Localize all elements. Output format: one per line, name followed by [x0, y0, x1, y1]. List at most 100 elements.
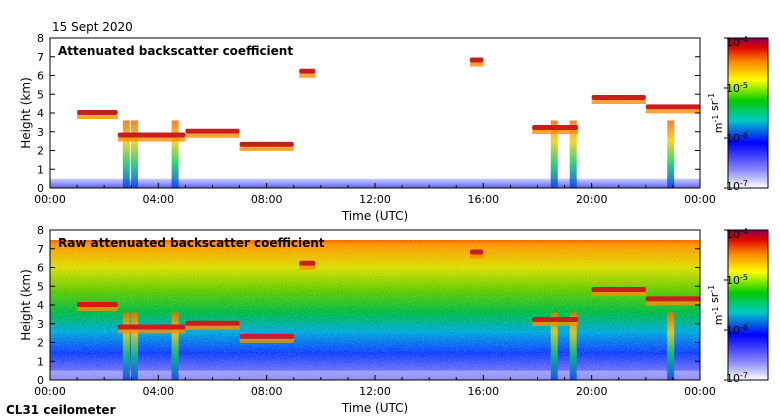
precipitation-shaft [130, 312, 138, 380]
cloud-layer-edge [77, 115, 118, 119]
y-tick-label: 7 [37, 51, 44, 64]
cloud-layer [77, 110, 118, 115]
x-tick-label: 08:00 [251, 193, 283, 206]
y-axis-label: Height (km) [19, 269, 33, 340]
colorbar-units: m-1 sr-1 [707, 93, 725, 133]
colorbar-tick-label: 10-5 [726, 81, 748, 95]
colorbar [727, 229, 769, 381]
precipitation-shaft [550, 312, 558, 380]
cloud-layer [591, 95, 646, 100]
precipitation-shaft [122, 312, 130, 380]
x-tick-label: 20:00 [576, 385, 608, 398]
cloud-layer [77, 302, 118, 307]
date-label: 15 Sept 2020 [52, 20, 133, 34]
precipitation-shaft [569, 120, 577, 188]
cloud-layer [117, 132, 186, 138]
cloud-layer [645, 296, 700, 302]
precipitation-shaft [122, 120, 130, 188]
x-tick-label: 20:00 [576, 193, 608, 206]
colorbar-tick-label: 10-4 [726, 35, 748, 49]
cloud-layer [239, 141, 294, 147]
y-tick-label: 2 [37, 337, 44, 350]
cloud-layer [532, 125, 579, 130]
colorbar [727, 37, 769, 189]
y-tick-label: 5 [37, 280, 44, 293]
cloud-layer-edge [77, 307, 118, 311]
precipitation-shaft [171, 120, 179, 188]
panel-title: Attenuated backscatter coefficient [58, 44, 293, 58]
noise-speckle [50, 230, 700, 380]
y-tick-label: 1 [37, 355, 44, 368]
x-tick-label: 04:00 [142, 193, 174, 206]
precipitation-shaft [550, 120, 558, 188]
instrument-label: CL31 ceilometer [6, 403, 116, 417]
top-panel: Attenuated backscatter coefficient 0 1 2 3 4 5… [19, 32, 769, 223]
y-tick-label: 3 [37, 318, 44, 331]
cloud-layer [591, 287, 646, 292]
colorbar-tick-label: 10-4 [726, 227, 748, 241]
colorbar-tick-label: 10-6 [726, 131, 748, 145]
x-axis-label: Time (UTC) [341, 209, 408, 223]
cloud-layer-edge [532, 130, 579, 134]
x-tick-label: 08:00 [251, 385, 283, 398]
y-tick-label: 6 [37, 70, 44, 83]
cloud-layer-edge [532, 322, 579, 326]
x-tick-label: 00:00 [34, 193, 66, 206]
cloud-layer [299, 68, 316, 74]
x-axis-label: Time (UTC) [341, 401, 408, 415]
cloud-layer [469, 57, 484, 63]
cloud-layer-edge [239, 338, 294, 343]
cloud-layer-edge [117, 329, 186, 334]
cloud-layer-edge [299, 265, 316, 270]
y-tick-label: 8 [37, 32, 44, 45]
y-tick-label: 0 [37, 374, 44, 387]
y-tick-label: 1 [37, 163, 44, 176]
cloud-layer [185, 128, 240, 134]
cloud-layer-edge [645, 301, 700, 306]
cloud-layer [532, 317, 579, 322]
y-tick-label: 2 [37, 145, 44, 158]
cloud-layer [469, 249, 484, 255]
x-tick-label: 12:00 [359, 385, 391, 398]
precipitation-shaft [130, 120, 138, 188]
cloud-layer [299, 260, 316, 266]
y-tick-label: 4 [37, 107, 44, 120]
precipitation-shaft [667, 120, 675, 188]
x-tick-label: 00:00 [684, 385, 716, 398]
y-tick-label: 5 [37, 88, 44, 101]
y-tick-label: 4 [37, 299, 44, 312]
colorbar-units: m-1 sr-1 [707, 285, 725, 325]
y-tick-label: 6 [37, 262, 44, 275]
precipitation-shaft [171, 312, 179, 380]
y-tick-label: 3 [37, 126, 44, 139]
plot-background [50, 38, 700, 188]
x-tick-label: 12:00 [359, 193, 391, 206]
colorbar-tick-label: 10-7 [726, 371, 748, 385]
colorbar-tick-label: 10-5 [726, 273, 748, 287]
x-tick-label: 00:00 [34, 385, 66, 398]
cloud-layer-edge [239, 146, 294, 151]
x-tick-label: 16:00 [467, 385, 499, 398]
cloud-layer [117, 324, 186, 330]
cloud-layer-edge [645, 109, 700, 114]
cloud-layer [239, 333, 294, 339]
precipitation-shaft [569, 312, 577, 380]
cloud-layer-edge [591, 100, 646, 104]
colorbar-tick-label: 10-6 [726, 323, 748, 337]
panel-title: Raw attenuated backscatter coefficient [58, 236, 325, 250]
cloud-layer-edge [185, 325, 240, 330]
cloud-layer-edge [469, 254, 484, 259]
cloud-layer-edge [185, 133, 240, 138]
cloud-layer [185, 320, 240, 326]
top-blank-band [50, 230, 700, 240]
y-tick-label: 7 [37, 243, 44, 256]
y-tick-label: 8 [37, 224, 44, 237]
colorbar-tick-label: 10-7 [726, 179, 748, 193]
cloud-layer-edge [117, 137, 186, 142]
cloud-layer-edge [469, 62, 484, 67]
precipitation-shaft [667, 312, 675, 380]
cloud-layer [645, 104, 700, 110]
cloud-layer-edge [299, 73, 316, 78]
cloud-layer-edge [591, 292, 646, 296]
